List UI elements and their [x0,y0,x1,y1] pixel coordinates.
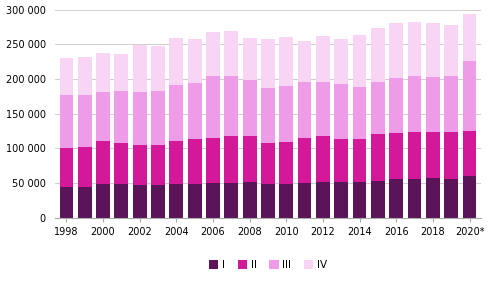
Bar [133,145,147,185]
Bar [371,181,385,217]
Bar [243,38,256,80]
Bar [206,138,220,183]
Bar [408,22,421,76]
Bar [463,61,476,131]
Bar [151,185,165,217]
Bar [408,132,421,179]
Bar [444,76,458,132]
Bar [279,37,293,86]
Bar [114,143,128,184]
Bar [261,143,275,184]
Bar [224,31,238,76]
Bar [78,95,92,147]
Bar [96,141,110,184]
Bar [298,183,311,217]
Bar [334,182,348,217]
Bar [463,14,476,61]
Bar [426,178,440,217]
Bar [224,76,238,137]
Bar [133,92,147,145]
Bar [59,58,73,95]
Bar [463,131,476,176]
Bar [389,78,403,133]
Bar [334,39,348,85]
Bar [444,179,458,217]
Bar [353,182,366,217]
Bar [371,134,385,181]
Bar [96,184,110,217]
Bar [224,183,238,217]
Bar [298,82,311,138]
Bar [316,36,330,82]
Bar [371,27,385,82]
Bar [261,88,275,143]
Bar [444,132,458,179]
Bar [279,184,293,217]
Bar [169,38,183,85]
Bar [334,139,348,182]
Bar [169,141,183,184]
Bar [78,187,92,217]
Bar [188,184,201,217]
Bar [279,142,293,184]
Bar [206,183,220,217]
Bar [316,182,330,217]
Bar [298,41,311,82]
Bar [463,176,476,217]
Bar [426,23,440,77]
Bar [389,133,403,179]
Bar [59,148,73,187]
Bar [224,137,238,183]
Bar [114,54,128,92]
Bar [279,86,293,142]
Bar [96,92,110,141]
Bar [151,145,165,185]
Bar [353,87,366,139]
Bar [151,91,165,145]
Bar [78,147,92,187]
Bar [78,57,92,95]
Bar [188,139,201,184]
Bar [151,46,165,91]
Bar [426,132,440,178]
Bar [188,39,201,83]
Bar [206,32,220,76]
Bar [114,92,128,143]
Bar [426,77,440,132]
Bar [408,179,421,217]
Bar [243,80,256,137]
Bar [444,25,458,76]
Bar [316,137,330,182]
Bar [353,139,366,182]
Bar [389,179,403,217]
Bar [389,24,403,78]
Bar [298,138,311,183]
Bar [316,82,330,137]
Bar [133,45,147,92]
Bar [261,39,275,88]
Bar [206,76,220,138]
Bar [243,182,256,217]
Bar [408,76,421,132]
Bar [59,95,73,148]
Bar [114,184,128,217]
Bar [169,85,183,141]
Bar [261,184,275,217]
Legend: I, II, III, IV: I, II, III, IV [205,256,331,275]
Bar [133,185,147,217]
Bar [243,137,256,182]
Bar [371,82,385,134]
Bar [96,53,110,92]
Bar [169,184,183,217]
Bar [334,85,348,139]
Bar [353,34,366,87]
Bar [188,83,201,139]
Bar [59,187,73,217]
